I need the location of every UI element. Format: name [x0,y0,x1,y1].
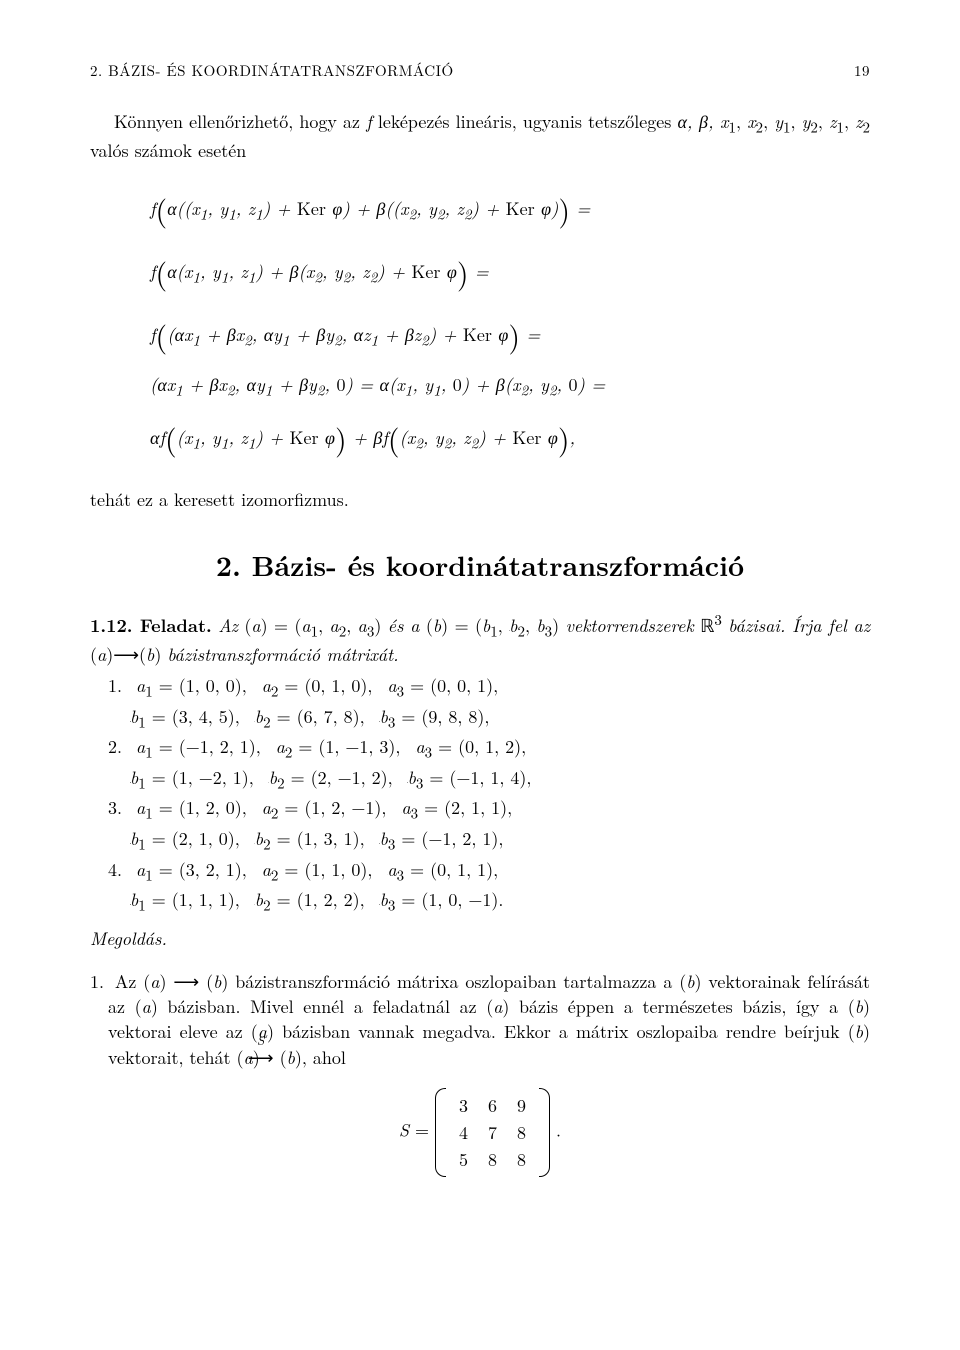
page-number: 19 [854,60,870,81]
exercise-items: 1. a1 = (1, 0, 0), a2 = (0, 1, 0), a3 = … [108,673,870,916]
item-3b: b1 = (2, 1, 0), b2 = (1, 3, 1), b3 = (−1… [108,826,870,855]
section-title: 2. Bázis- és koordinátatranszformáció [90,546,870,585]
intro-paragraph: Könnyen ellenőrizhető, hogy az f leképez… [90,109,870,163]
proof-line-3: f((αx1 + βx2, αy1 + βy2, αz1 + βz2) + Ke… [150,303,870,366]
solution-item-1: 1. Az (a) ⟶ (b) bázistranszformáció mátr… [108,969,870,1070]
item-3: 3. a1 = (1, 2, 0), a2 = (1, 2, −1), a3 =… [108,795,870,824]
proof-derivation: f(α((x1, y1, z1) + Ker φ) + β((x2, y2, z… [150,177,870,469]
exercise-statement: 1.12. Feladat. Az (a) = (a1, a2, a3) és … [90,609,870,667]
exercise-label: 1.12. Feladat. [90,613,212,638]
item-2: 2. a1 = (−1, 2, 1), a2 = (1, −1, 3), a3 … [108,734,870,763]
proof-closing: tehát ez a keresett izomorfizmus. [90,487,870,512]
item-1: 1. a1 = (1, 0, 0), a2 = (0, 1, 0), a3 = … [108,673,870,702]
running-header: 2. BÁZIS- ÉS KOORDINÁTATRANSZFORMÁCIÓ 19 [90,60,870,81]
proof-line-2: f(α(x1, y1, z1) + β(x2, y2, z2) + Ker φ)… [150,240,870,303]
labeled-arrow: S⟶ [266,1045,274,1070]
item-1b: b1 = (3, 4, 5), b2 = (6, 7, 8), b3 = (9,… [108,704,870,733]
item-4b: b1 = (1, 1, 1), b2 = (1, 2, 2), b3 = (1,… [108,887,870,916]
item-4: 4. a1 = (3, 2, 1), a2 = (1, 1, 0), a3 = … [108,857,870,886]
proof-line-5: αf((x1, y1, z1) + Ker φ) + βf((x2, y2, z… [150,406,870,469]
matrix-equation: S = 369 478 588 . [90,1088,870,1178]
matrix-S: 369 478 588 [435,1088,550,1178]
solution-label: Megoldás. [90,926,870,951]
running-title: 2. BÁZIS- ÉS KOORDINÁTATRANSZFORMÁCIÓ [90,60,454,81]
proof-line-1: f(α((x1, y1, z1) + Ker φ) + β((x2, y2, z… [150,177,870,240]
proof-line-4: (αx1 + βx2, αy1 + βy2, 0) = α(x1, y1, 0)… [150,366,870,406]
item-2b: b1 = (1, −2, 1), b2 = (2, −1, 2), b3 = (… [108,765,870,794]
